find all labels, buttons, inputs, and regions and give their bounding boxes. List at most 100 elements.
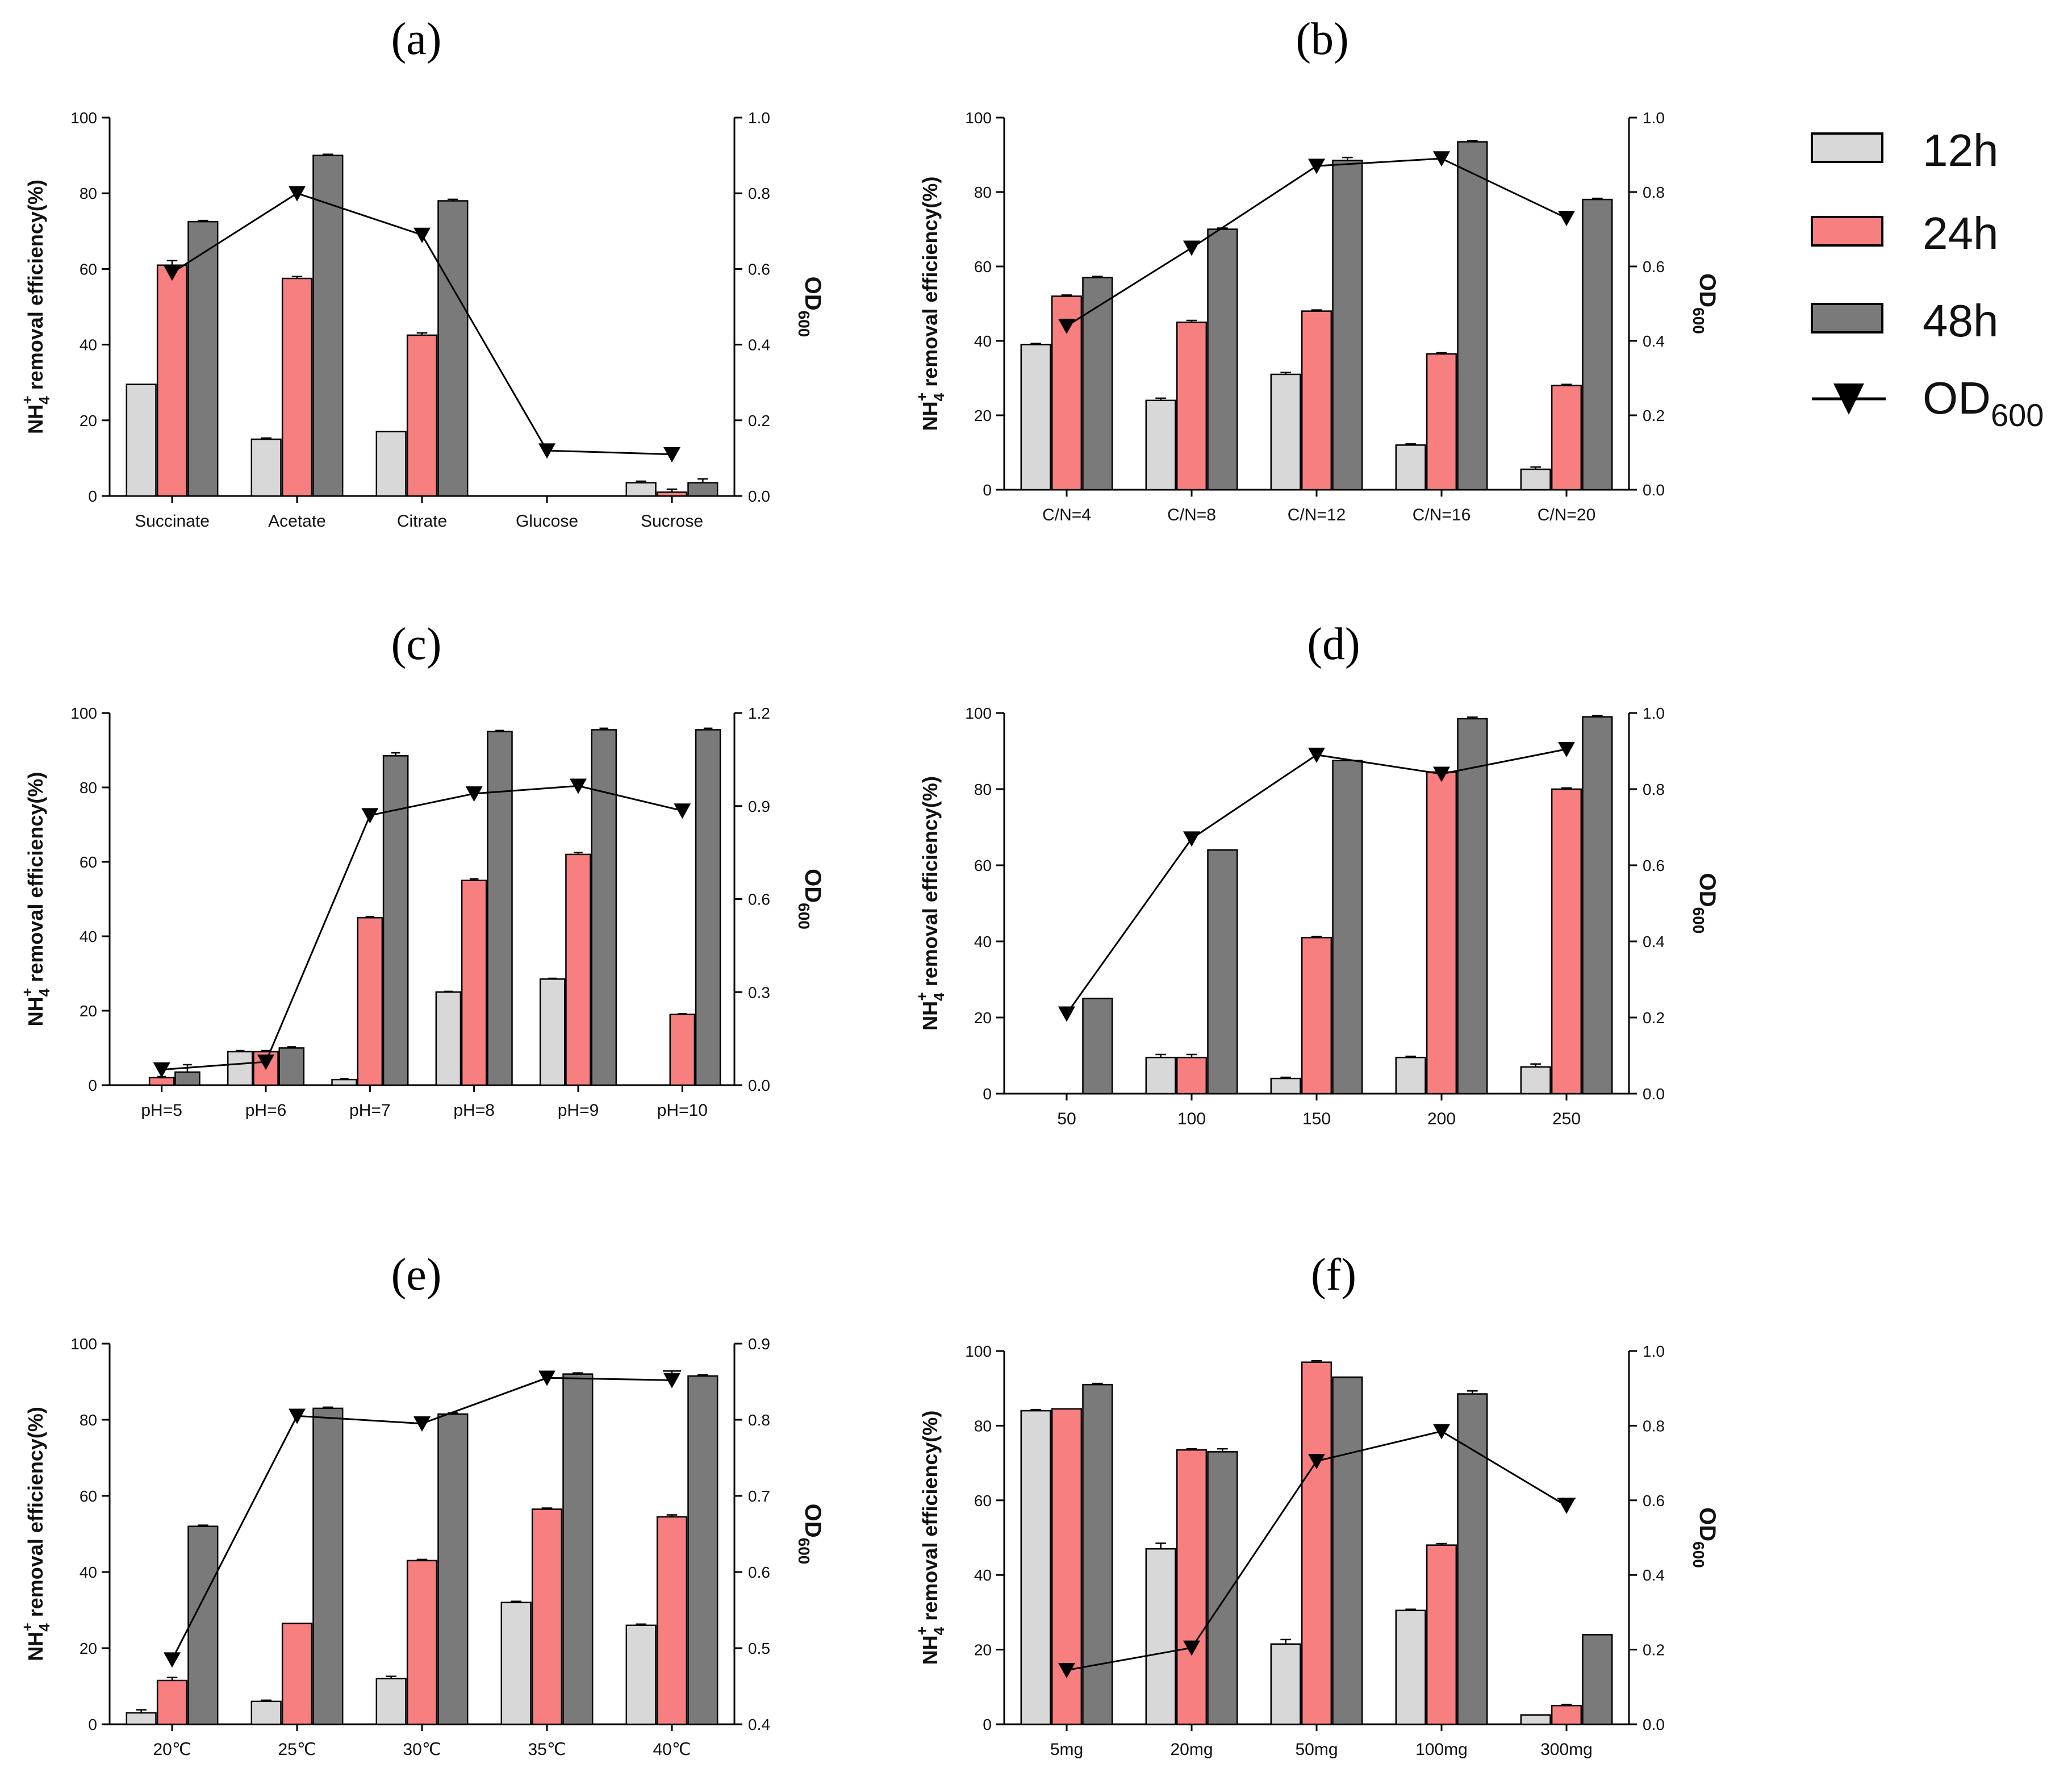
- panel-d: (d) 0 20 40 60 80 100 0.0 0.2 0.4 0.6 0.8 1.0 NH4+ re…: [913, 619, 1720, 1128]
- bar-48h: [1207, 849, 1238, 1095]
- bar-24h: [656, 491, 688, 497]
- y-axis-label: NH4+ removal efficiency(%): [19, 772, 53, 1027]
- bar-48h: [1457, 718, 1488, 1095]
- bar-12h: [250, 438, 282, 497]
- category-label: pH=10: [657, 1101, 708, 1120]
- bar-24h: [1551, 1704, 1582, 1725]
- bar-48h: [487, 731, 513, 1086]
- legend-label-od600: OD600: [1923, 373, 2044, 433]
- bar-24h: [357, 917, 383, 1086]
- bar-48h: [1082, 1383, 1113, 1725]
- panel-title: (f): [1311, 1250, 1356, 1300]
- y-tick-label: 60: [974, 258, 992, 276]
- category-label: Citrate: [397, 512, 447, 531]
- od600-marker: [1308, 1454, 1325, 1470]
- legend: 12h 24h 48h OD600: [1811, 125, 2044, 433]
- bar-12h: [1145, 1057, 1176, 1095]
- bar-12h: [375, 431, 407, 497]
- category-label: 300mg: [1540, 1740, 1593, 1759]
- bar-24h: [461, 879, 487, 1086]
- bar-48h: [1457, 141, 1488, 491]
- bar-24h: [281, 277, 313, 497]
- y-tick-label: 0: [983, 481, 992, 499]
- y-tick-label: 60: [80, 853, 97, 871]
- bar-24h: [1426, 771, 1457, 1095]
- od600-marker: [1058, 1662, 1075, 1678]
- bar-48h: [1332, 760, 1363, 1095]
- panel-b: (b) 0 20 40 60 80 100 0.0 0.2 0.4 0.6 0.8 1.0 NH4+ re…: [913, 14, 1720, 524]
- od600-line: [161, 785, 683, 1071]
- bar-12h: [1520, 1714, 1551, 1725]
- category-label: C/N=4: [1042, 506, 1091, 524]
- legend-marker-od600: [1833, 383, 1864, 415]
- category-label: Glucose: [516, 512, 578, 531]
- od600-marker: [1433, 151, 1450, 167]
- y-tick-label: 80: [80, 185, 97, 202]
- od600-marker: [164, 265, 181, 281]
- bar-24h: [1176, 1057, 1208, 1095]
- y2-tick-label: 0.4: [1643, 332, 1665, 350]
- category-label: pH=7: [349, 1101, 391, 1120]
- od600-marker: [1183, 240, 1200, 256]
- bar-12h: [1395, 1610, 1426, 1725]
- y-axis-label: NH4+ removal efficiency(%): [913, 776, 947, 1031]
- bar-48h: [687, 1375, 718, 1725]
- bar-48h: [1207, 1451, 1238, 1725]
- y-axis-label: NH4+ removal efficiency(%): [19, 180, 53, 434]
- y2-tick-label: 0.6: [1643, 258, 1665, 276]
- bar-48h: [591, 729, 617, 1086]
- y2-tick-label: 1.0: [1643, 1342, 1665, 1360]
- y-tick-label: 60: [80, 260, 97, 278]
- y-tick-label: 20: [974, 1641, 992, 1659]
- panel-title: (d): [1307, 619, 1360, 669]
- od600-marker: [538, 1370, 555, 1386]
- bar-48h: [1207, 228, 1238, 491]
- y2-tick-label: 0.6: [1643, 1492, 1665, 1510]
- y-tick-label: 0: [88, 1716, 97, 1733]
- od600-marker: [663, 447, 680, 462]
- panel-e: (e) 0 20 40 60 80 100 0.4 0.5 0.6 0.7 0.8 0.9 NH4+ re…: [19, 1250, 825, 1759]
- y2-tick-label: 1.2: [748, 704, 770, 722]
- od600-marker: [1558, 741, 1575, 757]
- category-label: 30℃: [403, 1740, 441, 1759]
- y-tick-label: 80: [974, 781, 992, 798]
- bar-12h: [126, 1712, 157, 1725]
- category-label: pH=6: [245, 1101, 287, 1120]
- y-tick-label: 20: [974, 1009, 992, 1027]
- y2-tick-label: 0.7: [748, 1487, 770, 1505]
- legend-swatch-48h: [1811, 303, 1883, 333]
- y2-tick-label: 1.0: [748, 109, 770, 127]
- od600-marker: [1058, 319, 1075, 335]
- y-tick-label: 60: [974, 1492, 992, 1510]
- y2-tick-label: 0.4: [1643, 933, 1665, 950]
- od600-marker: [1058, 1006, 1075, 1022]
- od600-marker: [465, 786, 483, 802]
- bar-48h: [1582, 716, 1613, 1095]
- od600-marker: [164, 1652, 181, 1668]
- bar-12h: [1395, 444, 1426, 491]
- bar-48h: [312, 1407, 344, 1725]
- od600-marker: [1558, 1498, 1575, 1514]
- bar-24h: [1301, 1361, 1332, 1725]
- y-tick-label: 0: [983, 1085, 992, 1103]
- od600-marker: [153, 1062, 170, 1078]
- y-tick-label: 100: [70, 1335, 97, 1353]
- category-label: C/N=12: [1288, 506, 1346, 524]
- category-label: C/N=20: [1538, 506, 1596, 524]
- bar-12h: [625, 1624, 657, 1725]
- bar-24h: [1176, 322, 1208, 491]
- y2-tick-label: 1.0: [1643, 704, 1665, 722]
- panel-title: (c): [391, 619, 442, 669]
- bar-48h: [382, 755, 409, 1086]
- y2-tick-label: 0.5: [748, 1640, 770, 1657]
- y2-tick-label: 0.6: [748, 891, 770, 908]
- category-label: pH=9: [558, 1101, 599, 1120]
- bar-24h: [406, 1560, 438, 1725]
- y2-tick-label: 0.8: [1643, 781, 1665, 798]
- y2-tick-label: 0.9: [748, 798, 770, 815]
- y-axis-label: NH4+ removal efficiency(%): [913, 1411, 947, 1665]
- legend-swatch-24h: [1811, 216, 1883, 247]
- bar-24h: [565, 853, 591, 1086]
- y2-tick-label: 0.0: [1643, 1085, 1665, 1103]
